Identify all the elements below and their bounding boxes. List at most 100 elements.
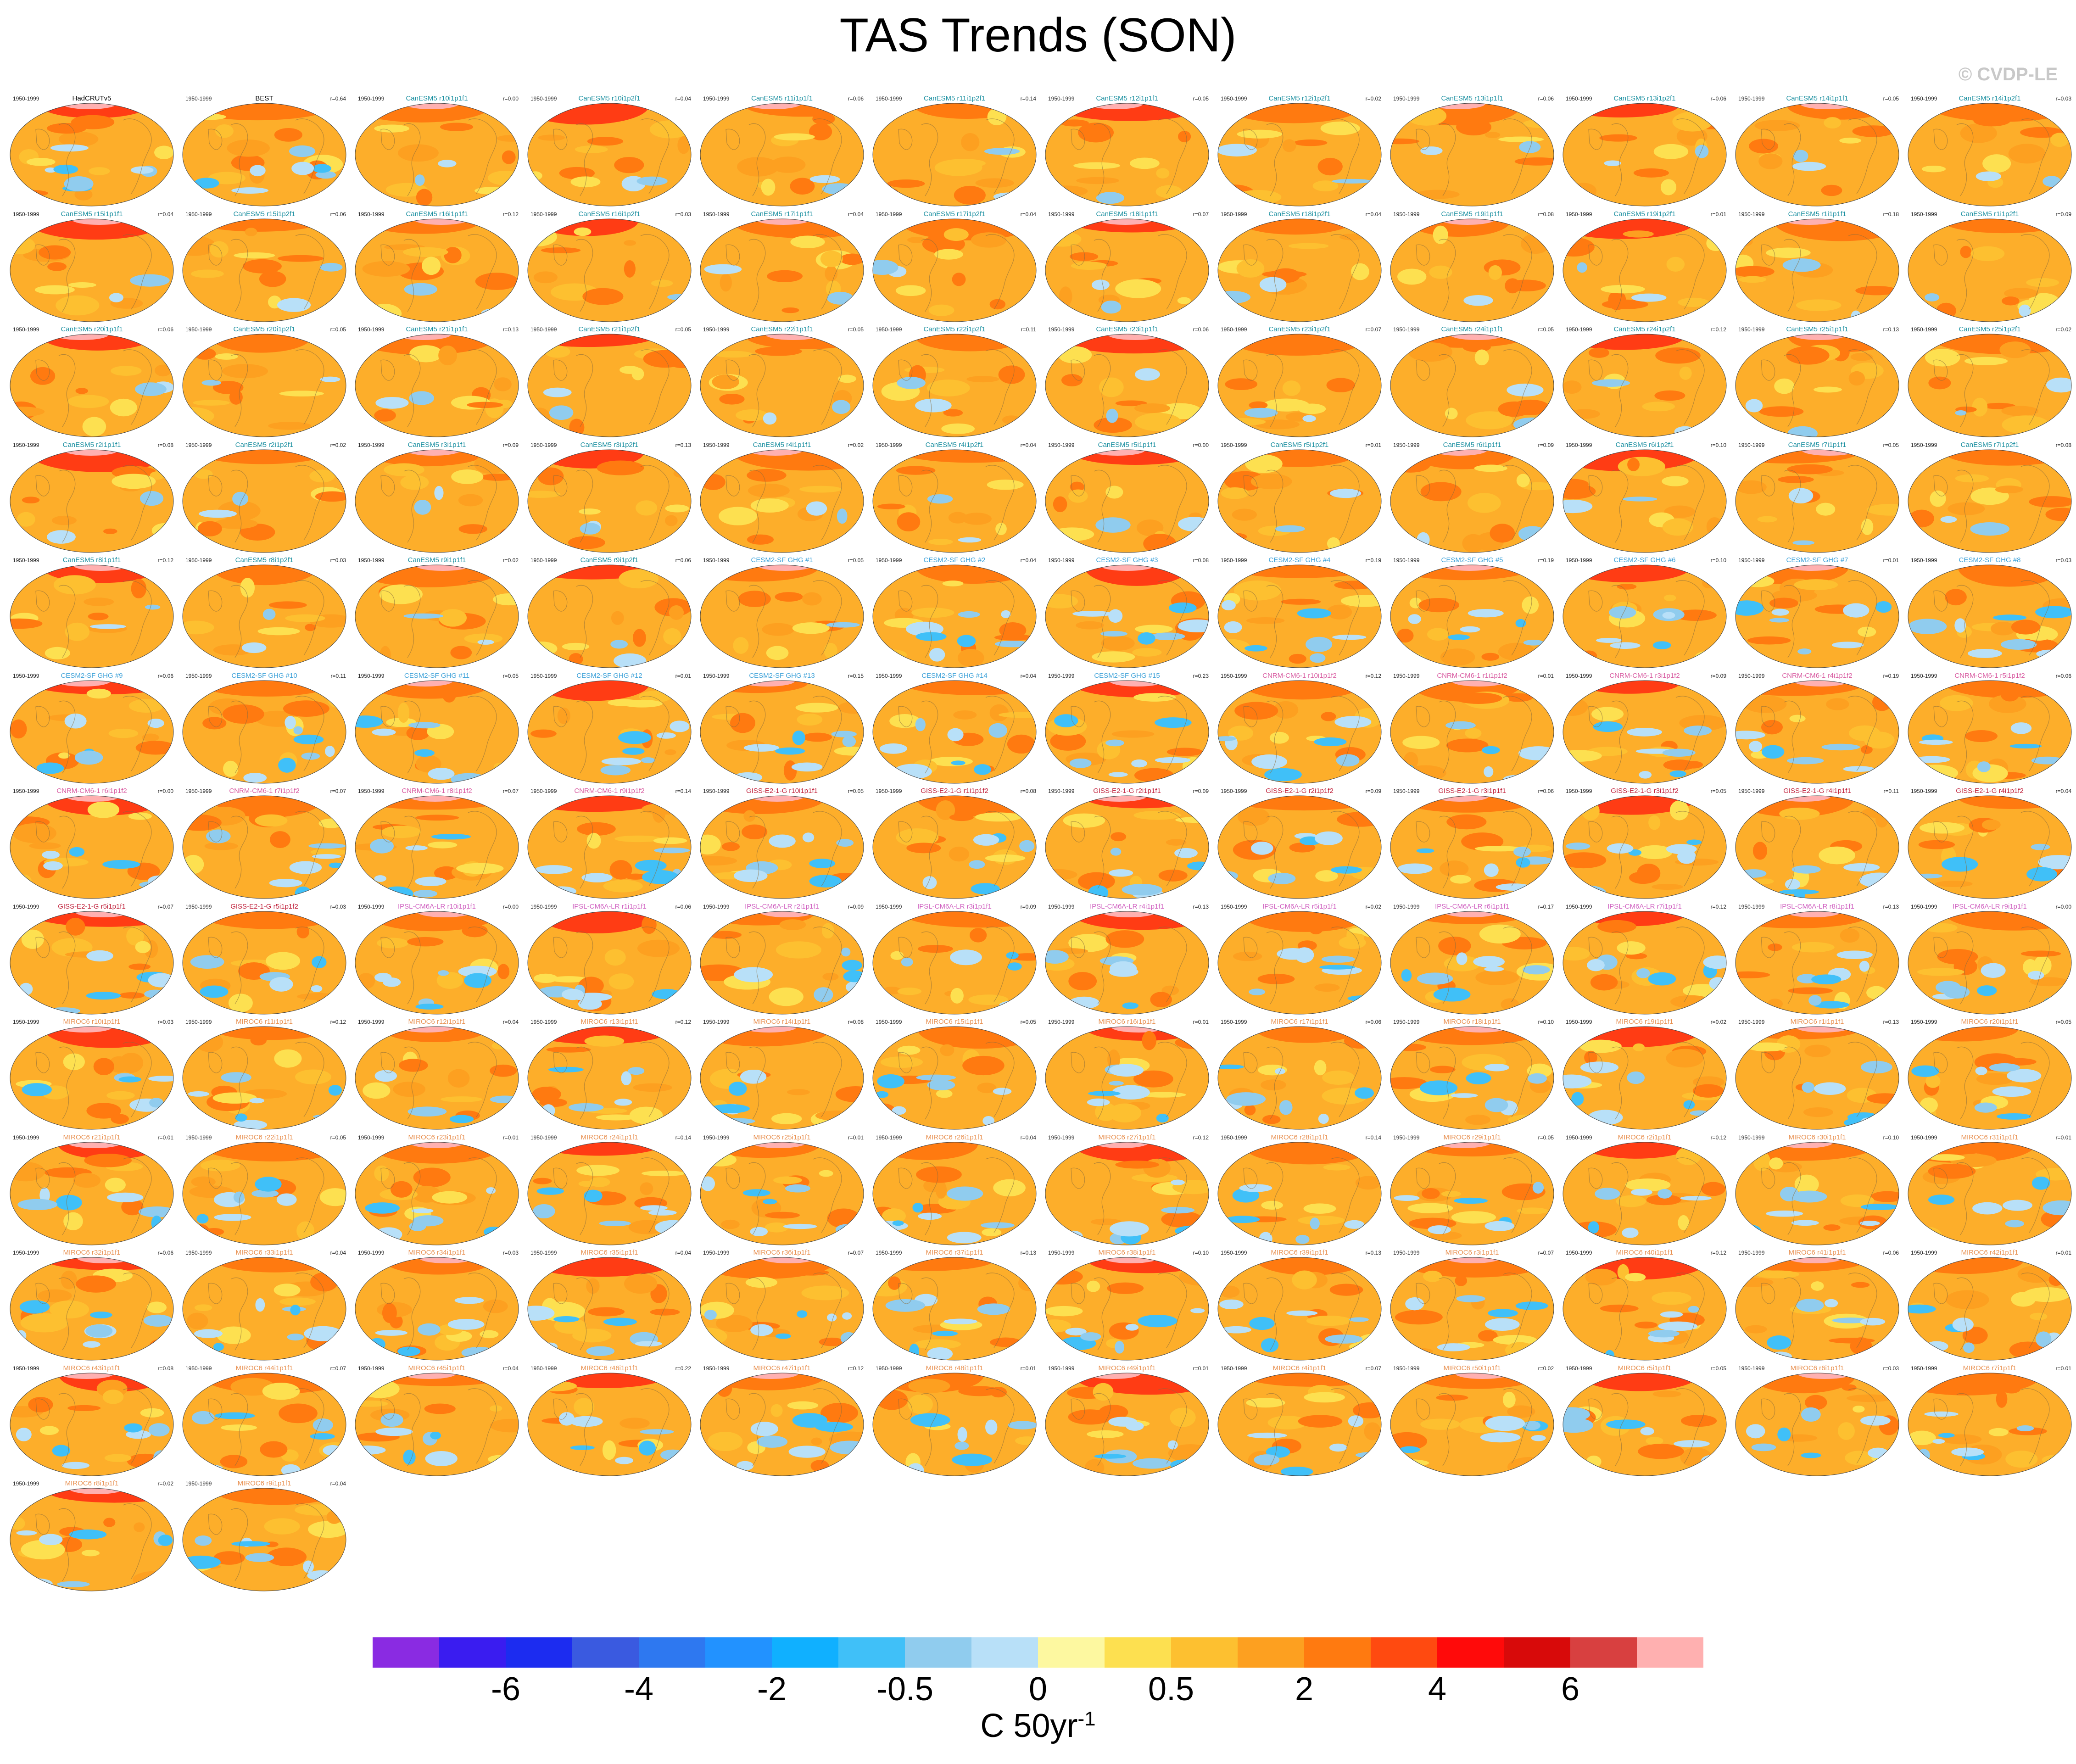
map-panel: 1950-1999 CESM2-SF GHG #15 r=0.23 (1042, 672, 1212, 787)
panel-period: 1950-1999 (185, 1480, 212, 1487)
trend-map (1908, 1142, 2072, 1245)
panel-correlation: r=0.14 (1020, 95, 1036, 102)
colorbar-tick-label: 4 (1428, 1671, 1447, 1708)
map-panel: 1950-1999 CESM2-SF GHG #5 r=0.19 (1387, 557, 1557, 672)
panel-correlation: r=0.14 (1365, 1134, 1381, 1141)
panel-correlation: r=0.02 (157, 1480, 173, 1487)
panel-title: MIROC6 r24i1p1f1 (580, 1133, 638, 1141)
panel-period: 1950-1999 (703, 788, 730, 794)
panel-period: 1950-1999 (1393, 211, 1420, 218)
panel-period: 1950-1999 (1566, 1019, 1592, 1025)
panel-period: 1950-1999 (530, 1134, 557, 1141)
map-panel: 1950-1999 CanESM5 r16i1p2f1 r=0.03 (524, 211, 695, 326)
colorbar-swatch (1171, 1637, 1238, 1668)
panel-title: CanESM5 r9i1p1f1 (407, 556, 466, 564)
panel-title: CanESM5 r5i1p1f1 (1098, 441, 1156, 449)
panel-title: IPSL-CM6A-LR r2i1p1f1 (745, 902, 819, 910)
map-panel: 1950-1999 MIROC6 r49i1p1f1 r=0.01 (1042, 1365, 1212, 1480)
panel-title: CanESM5 r24i1p2f1 (1613, 325, 1676, 333)
watermark: © CVDP-LE (1958, 64, 2058, 84)
map-panel: 1950-1999 HadCRUTv5 (6, 95, 177, 210)
panel-title: MIROC6 r28i1p1f1 (1271, 1133, 1328, 1141)
panel-correlation: r=0.04 (157, 211, 173, 218)
panel-correlation: r=0.03 (2055, 557, 2071, 564)
panel-correlation: r=0.04 (675, 95, 691, 102)
panel-period: 1950-1999 (1566, 1365, 1592, 1372)
panel-correlation: r=0.12 (157, 557, 173, 564)
map-panel: 1950-1999 CanESM5 r15i1p2f1 r=0.06 (179, 211, 350, 326)
panel-title: MIROC6 r11i1p1f1 (236, 1018, 293, 1026)
map-panel: 1950-1999 CNRM-CM6-1 r5i1p1f2 r=0.06 (1904, 672, 2075, 787)
trend-map (700, 103, 864, 207)
map-panel: 1950-1999 CanESM5 r17i1p1f1 r=0.04 (697, 211, 867, 326)
trend-map (872, 1373, 1037, 1476)
panel-period: 1950-1999 (703, 95, 730, 102)
panel-correlation: r=0.06 (675, 557, 691, 564)
panel-correlation: r=0.09 (1020, 903, 1036, 910)
map-panel: 1950-1999 BEST r=0.64 (179, 95, 350, 210)
panel-correlation: r=0.10 (1710, 441, 1726, 448)
panel-correlation: r=0.01 (2055, 1250, 2071, 1256)
map-panel: 1950-1999 CESM2-SF GHG #7 r=0.01 (1732, 557, 1903, 672)
trend-map (10, 334, 174, 437)
trend-map (1390, 1257, 1554, 1361)
panel-correlation: r=0.03 (502, 1250, 519, 1256)
panel-title: MIROC6 r38i1p1f1 (1098, 1249, 1156, 1256)
panel-period: 1950-1999 (1566, 903, 1592, 910)
panel-title: CESM2-SF GHG #1 (751, 556, 813, 564)
panel-period: 1950-1999 (1393, 1365, 1420, 1372)
map-panel: 1950-1999 MIROC6 r39i1p1f1 r=0.13 (1214, 1249, 1385, 1364)
panel-title: MIROC6 r7i1p1f1 (1963, 1364, 2017, 1372)
panel-period: 1950-1999 (703, 557, 730, 564)
panel-period: 1950-1999 (530, 326, 557, 333)
panel-period: 1950-1999 (1221, 326, 1247, 333)
trend-map (1563, 1026, 1727, 1130)
trend-map (1390, 911, 1554, 1014)
panel-period: 1950-1999 (1221, 211, 1247, 218)
panel-title: MIROC6 r26i1p1f1 (926, 1133, 983, 1141)
panel-title: CanESM5 r9i1p2f1 (580, 556, 639, 564)
trend-map (10, 911, 174, 1014)
panel-title: GISS-E2-1-G r4i1p1f1 (1783, 787, 1851, 795)
panel-title: MIROC6 r35i1p1f1 (580, 1249, 638, 1256)
panel-title: CanESM5 r2i1p1f1 (62, 441, 121, 449)
trend-map (182, 1026, 346, 1130)
panel-title: CanESM5 r4i1p1f1 (753, 441, 811, 449)
panel-title: MIROC6 r14i1p1f1 (753, 1018, 811, 1026)
map-panel: 1950-1999 CanESM5 r9i1p1f1 r=0.02 (352, 557, 522, 672)
panel-correlation: r=0.02 (1710, 1019, 1726, 1025)
panel-period: 1950-1999 (1393, 95, 1420, 102)
panel-title: CanESM5 r10i1p2f1 (578, 95, 641, 102)
colorbar-swatch (1570, 1637, 1637, 1668)
panel-correlation: r=0.05 (1538, 1134, 1554, 1141)
map-panel: 1950-1999 GISS-E2-1-G r4i1p1f2 r=0.04 (1904, 787, 2075, 903)
trend-map (182, 103, 346, 207)
map-panel: 1950-1999 CESM2-SF GHG #1 r=0.05 (697, 557, 867, 672)
map-panel: 1950-1999 MIROC6 r30i1p1f1 r=0.10 (1732, 1134, 1903, 1249)
panel-correlation: r=0.04 (1365, 211, 1381, 218)
panel-title: GISS-E2-1-G r2i1p1f2 (1266, 787, 1334, 795)
panel-period: 1950-1999 (185, 95, 212, 102)
trend-map (1908, 1257, 2072, 1361)
panel-title: MIROC6 r33i1p1f1 (235, 1249, 293, 1256)
map-panel: 1950-1999 CanESM5 r10i1p1f1 r=0.00 (352, 95, 522, 210)
map-panel: 1950-1999 MIROC6 r26i1p1f1 r=0.04 (869, 1134, 1040, 1249)
map-panel: 1950-1999 CanESM5 r24i1p2f1 r=0.12 (1559, 326, 1730, 441)
trend-map (1217, 334, 1382, 437)
map-panel: 1950-1999 MIROC6 r14i1p1f1 r=0.08 (697, 1018, 867, 1133)
panel-period: 1950-1999 (1393, 903, 1420, 910)
panel-title: CanESM5 r14i1p2f1 (1959, 95, 2021, 102)
panel-title: CNRM-CM6-1 r3i1p1f2 (1609, 671, 1680, 680)
panel-title: MIROC6 r25i1p1f1 (753, 1133, 811, 1141)
panel-title: MIROC6 r50i1p1f1 (1443, 1364, 1501, 1372)
panel-period: 1950-1999 (530, 903, 557, 910)
panel-title: CanESM5 r3i1p1f1 (407, 441, 466, 449)
panel-period: 1950-1999 (876, 211, 902, 218)
panel-period: 1950-1999 (703, 441, 730, 448)
panel-period: 1950-1999 (185, 672, 212, 679)
map-panel: 1950-1999 IPSL-CM6A-LR r10i1p1f1 r=0.00 (352, 903, 522, 1018)
panel-correlation: r=0.00 (157, 788, 173, 794)
panel-period: 1950-1999 (13, 1134, 39, 1141)
panel-period: 1950-1999 (1221, 1250, 1247, 1256)
panel-correlation: r=0.05 (848, 326, 864, 333)
